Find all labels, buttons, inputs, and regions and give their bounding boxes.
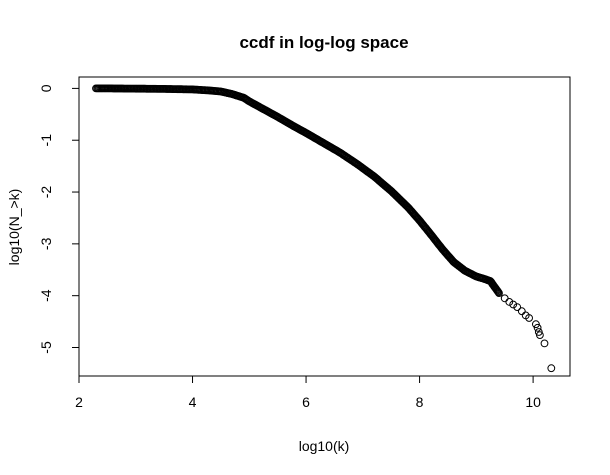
data-point [536, 331, 544, 340]
data-point [493, 287, 502, 296]
data-point [533, 323, 542, 332]
data-point [500, 294, 509, 303]
x-tick-label: 4 [189, 394, 197, 410]
x-tick-label: 6 [302, 394, 310, 410]
data-point [494, 288, 503, 297]
data-point [509, 300, 518, 309]
data-points [92, 84, 556, 373]
data-point [513, 303, 522, 312]
plot-frame [78, 76, 571, 377]
y-tick-label: -4 [38, 289, 54, 302]
y-tick-label: 0 [38, 84, 54, 92]
x-tick-label: 10 [525, 394, 541, 410]
x-axis-label: log10(k) [299, 438, 350, 454]
x-axis: 2 4 6 8 10 [75, 376, 541, 410]
y-tick-label: -5 [38, 341, 54, 354]
chart-title: ccdf in log-log space [239, 33, 408, 52]
y-tick-label: -3 [38, 237, 54, 250]
y-tick-label: -2 [38, 186, 54, 199]
data-point [540, 339, 549, 348]
x-tick-label: 2 [75, 394, 83, 410]
y-tick-label: -1 [38, 134, 54, 147]
data-point [525, 314, 533, 322]
data-point [547, 364, 556, 373]
y-axis: 0 -1 -2 -3 -4 -5 [38, 84, 79, 354]
data-point [517, 307, 526, 316]
x-tick-label: 8 [416, 394, 424, 410]
data-point [495, 289, 503, 298]
data-point [532, 320, 540, 329]
data-point [505, 298, 514, 306]
y-axis-label: log10(N_>k) [6, 189, 22, 266]
